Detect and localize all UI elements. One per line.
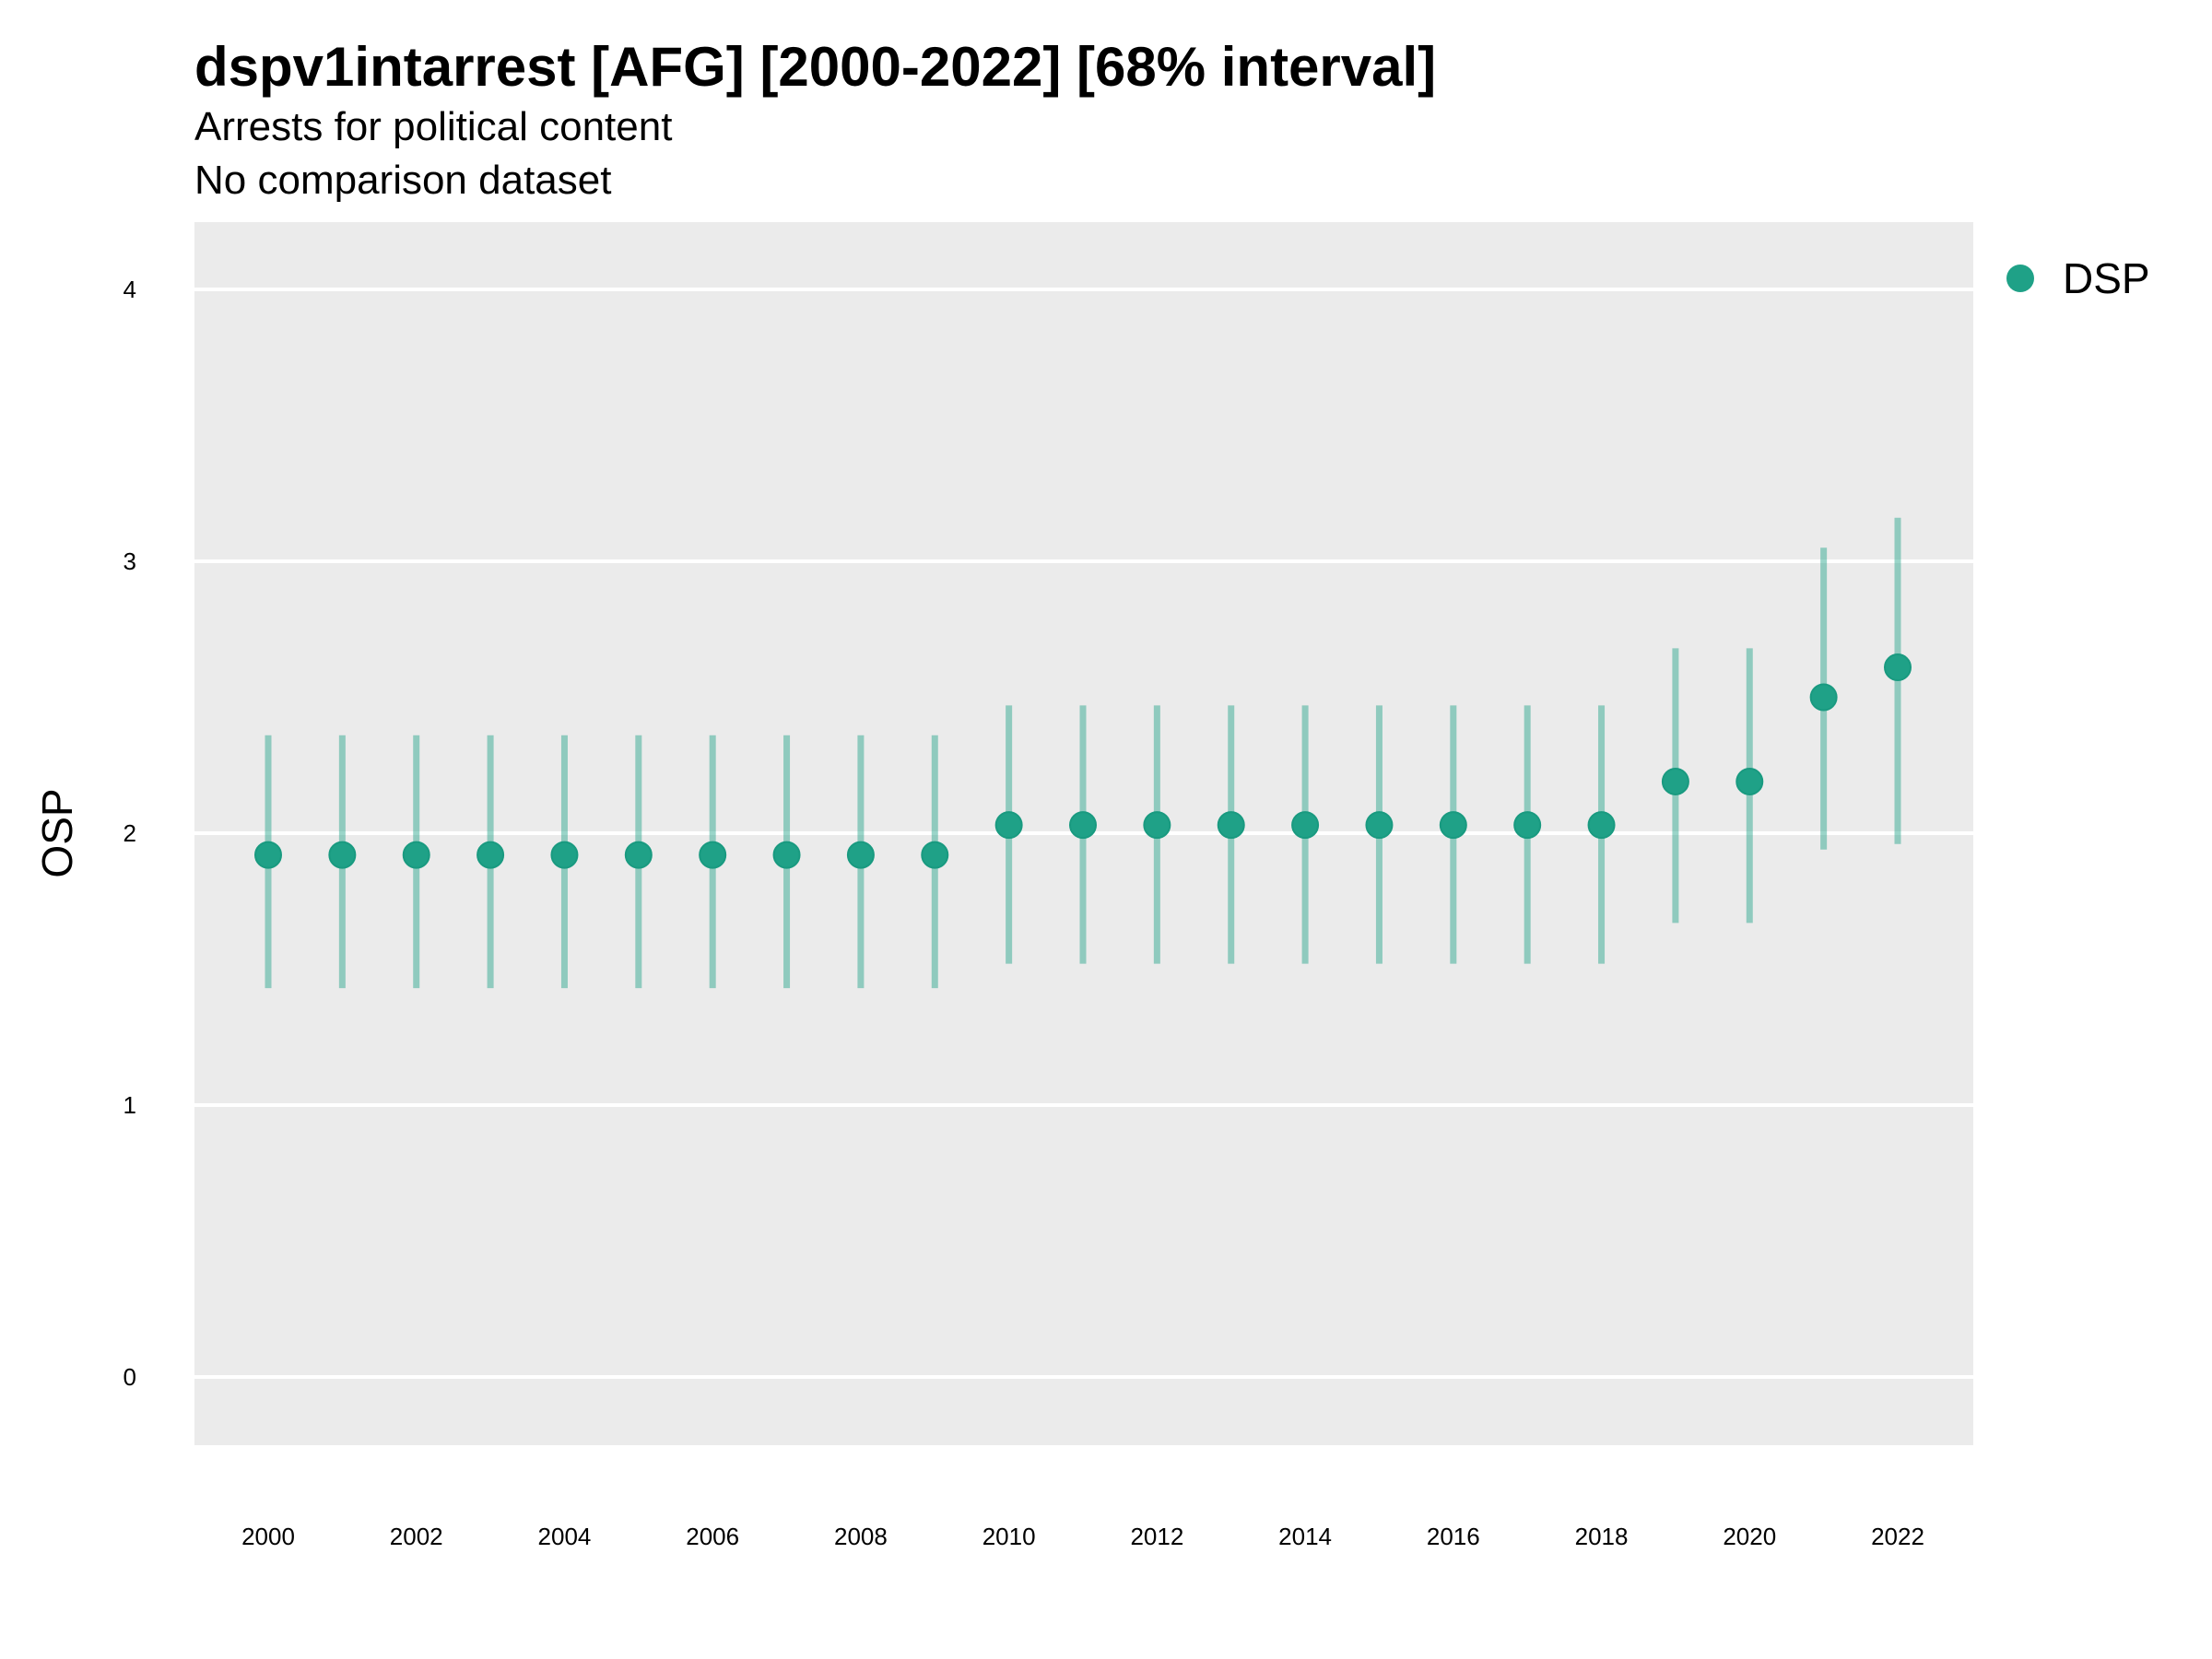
x-tick-label-2018: 2018 xyxy=(1575,1523,1629,1550)
point-2008 xyxy=(846,841,875,869)
chart-subtitle: Arrests for political content xyxy=(194,104,673,149)
point-2000 xyxy=(254,841,282,869)
x-tick-labels: 2000 2002 2004 2006 2008 2010 2012 2014 2016 2018… xyxy=(241,1523,1924,1550)
y-tick-label-0: 0 xyxy=(124,1363,136,1391)
x-tick-label-2008: 2008 xyxy=(834,1523,888,1550)
legend: DSP xyxy=(2006,254,2150,302)
point-2016 xyxy=(1439,811,1467,840)
point-2021 xyxy=(1809,683,1838,712)
gridlines xyxy=(194,288,1973,1379)
point-2005 xyxy=(624,841,653,869)
point-2015 xyxy=(1365,811,1394,840)
point-2001 xyxy=(328,841,357,869)
point-2002 xyxy=(402,841,430,869)
x-tick-label-2014: 2014 xyxy=(1278,1523,1332,1550)
point-2006 xyxy=(699,841,727,869)
x-tick-label-2004: 2004 xyxy=(538,1523,592,1550)
y-axis-title: OSP xyxy=(33,788,81,877)
y-tick-label-1: 1 xyxy=(124,1091,136,1119)
data-points xyxy=(254,653,1912,869)
y-tick-label-3: 3 xyxy=(124,547,136,575)
x-tick-label-2022: 2022 xyxy=(1871,1523,1924,1550)
x-tick-label-2002: 2002 xyxy=(390,1523,443,1550)
point-2003 xyxy=(477,841,505,869)
point-2013 xyxy=(1217,811,1245,840)
point-2020 xyxy=(1735,767,1764,795)
point-2007 xyxy=(772,841,801,869)
x-tick-label-2000: 2000 xyxy=(241,1523,295,1550)
x-tick-label-2006: 2006 xyxy=(686,1523,739,1550)
x-tick-label-2012: 2012 xyxy=(1130,1523,1183,1550)
y-tick-label-2: 2 xyxy=(124,819,136,847)
x-tick-label-2010: 2010 xyxy=(982,1523,1036,1550)
legend-label-dsp: DSP xyxy=(2063,254,2150,302)
y-tick-label-4: 4 xyxy=(124,276,136,303)
point-2019 xyxy=(1661,767,1689,795)
point-2014 xyxy=(1291,811,1320,840)
legend-marker-dsp xyxy=(2006,265,2034,292)
point-2010 xyxy=(994,811,1023,840)
point-2018 xyxy=(1587,811,1616,840)
point-2017 xyxy=(1513,811,1542,840)
point-2012 xyxy=(1143,811,1171,840)
chart-title: dspv1intarrest [AFG] [2000-2022] [68% in… xyxy=(194,36,1437,98)
x-tick-label-2016: 2016 xyxy=(1427,1523,1480,1550)
point-2022 xyxy=(1884,653,1912,682)
y-tick-labels: 0 1 2 3 4 xyxy=(124,276,136,1391)
point-2011 xyxy=(1069,811,1097,840)
chart-subtitle-secondary: No comparison dataset xyxy=(194,158,612,203)
point-2009 xyxy=(921,841,949,869)
point-2004 xyxy=(550,841,579,869)
x-tick-label-2020: 2020 xyxy=(1723,1523,1776,1550)
